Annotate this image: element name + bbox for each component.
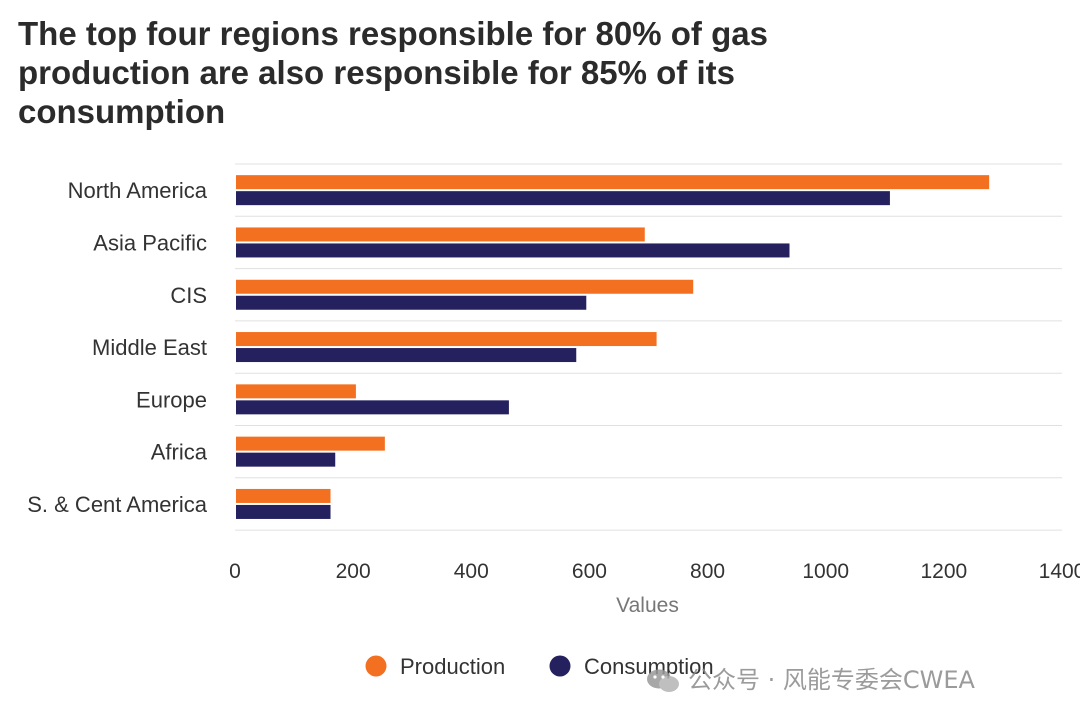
wechat-icon (647, 669, 679, 692)
x-tick-label: 1400 (1039, 560, 1080, 583)
bar-production (236, 488, 331, 503)
bar-consumption (236, 348, 577, 363)
category-label: S. & Cent America (27, 492, 208, 517)
x-tick-label: 0 (229, 560, 241, 583)
bar-consumption (236, 243, 790, 258)
bar-production (236, 384, 356, 399)
category-label: Africa (151, 440, 208, 465)
bar-production (236, 227, 645, 242)
bar-consumption (236, 400, 509, 415)
bar-consumption (236, 191, 890, 206)
bar-production (236, 332, 657, 347)
x-tick-label: 1200 (920, 560, 967, 583)
category-label: CIS (170, 283, 207, 308)
category-label: Middle East (92, 335, 207, 360)
category-label: Asia Pacific (93, 230, 207, 255)
x-tick-label: 200 (336, 560, 371, 583)
bar-production (236, 175, 990, 190)
legend-marker-consumption (549, 655, 571, 677)
x-tick-label: 800 (690, 560, 725, 583)
legend-marker-production (365, 655, 387, 677)
bar-production (236, 436, 385, 451)
x-tick-label: 600 (572, 560, 607, 583)
watermark: 公众号 · 风能专委会CWEA (646, 660, 975, 695)
legend-label: Production (400, 654, 505, 679)
bar-production (236, 279, 694, 294)
x-tick-label: 400 (454, 560, 489, 583)
chart-title: The top four regions responsible for 80%… (18, 15, 768, 130)
category-label: Europe (136, 387, 207, 412)
category-label: North America (68, 178, 208, 203)
bar-consumption (236, 452, 336, 467)
x-axis-title: Values (616, 594, 679, 617)
x-tick-label: 1000 (802, 560, 849, 583)
watermark-text: 公众号 · 风能专委会CWEA (688, 666, 975, 694)
bar-consumption (236, 295, 587, 310)
bar-consumption (236, 504, 331, 519)
